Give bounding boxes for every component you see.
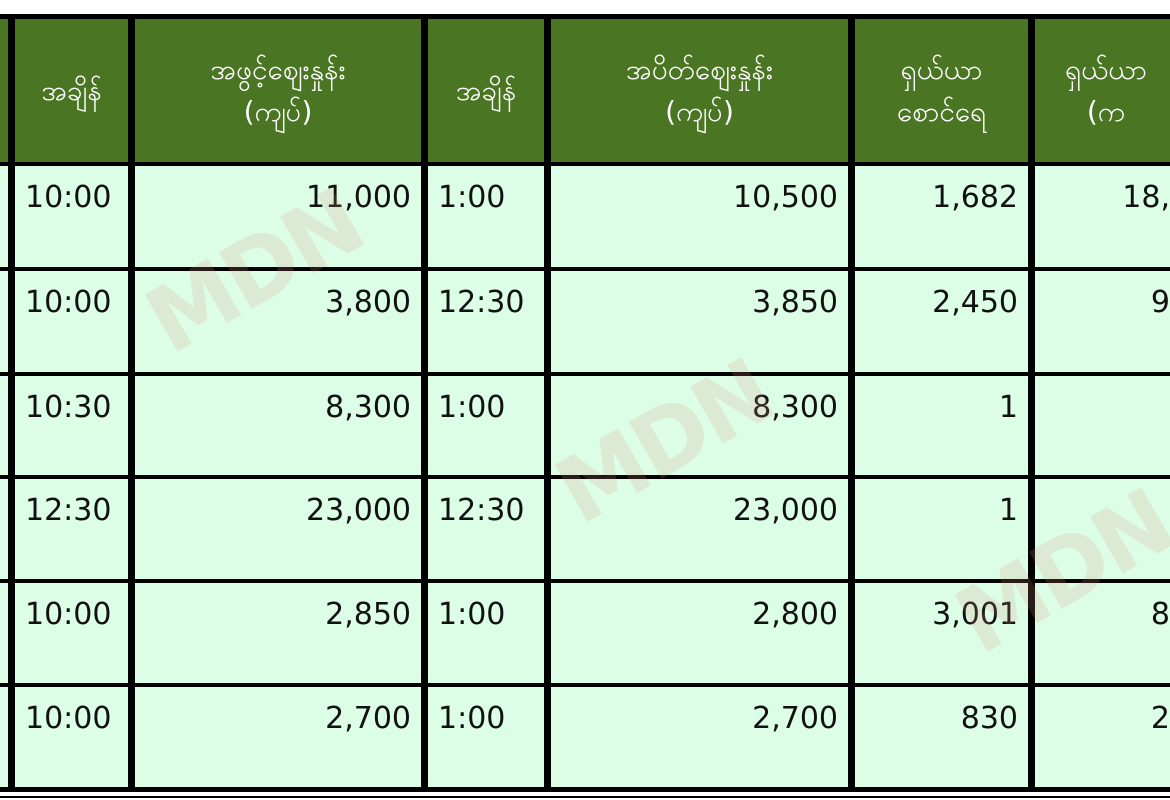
cell-value	[1035, 479, 1170, 579]
cell-time-close: 12:30	[428, 479, 544, 579]
cell-open-price: 2,700	[135, 687, 421, 787]
bottom-border-line	[0, 796, 1170, 798]
cell-open-price: 8,300	[135, 376, 421, 475]
cell-time-open: 10:30	[15, 376, 128, 475]
cell-shares: 1	[855, 479, 1028, 579]
cell-open-price: 2,850	[135, 583, 421, 683]
header-value: ရှယ်ယာ (က	[1035, 19, 1170, 162]
header-time-close: အချိန်	[428, 19, 544, 162]
cell-shares: 1	[855, 376, 1028, 475]
cell-value: 18,	[1035, 166, 1170, 267]
cell-partial	[0, 687, 8, 787]
cell-partial	[0, 479, 8, 579]
header-cell-partial	[0, 19, 8, 162]
cell-close-price: 10,500	[551, 166, 848, 267]
cell-open-price: 23,000	[135, 479, 421, 579]
cell-time-close: 1:00	[428, 583, 544, 683]
cell-value	[1035, 376, 1170, 475]
cell-time-open: 10:00	[15, 166, 128, 267]
cell-time-close: 1:00	[428, 166, 544, 267]
cell-time-open: 10:00	[15, 583, 128, 683]
cell-value: 9	[1035, 271, 1170, 372]
cell-time-open: 12:30	[15, 479, 128, 579]
cell-time-close: 1:00	[428, 687, 544, 787]
cell-time-open: 10:00	[15, 271, 128, 372]
cell-close-price: 23,000	[551, 479, 848, 579]
cell-shares: 3,001	[855, 583, 1028, 683]
header-shares: ရှယ်ယာ စောင်ရေ	[855, 19, 1028, 162]
cell-partial	[0, 166, 8, 267]
cell-value: 8	[1035, 583, 1170, 683]
stock-price-table: အချိန် အဖွင့်ဈေးနှုန်း (ကျပ်) အချိန် အပိ…	[0, 14, 1170, 792]
cell-shares: 2,450	[855, 271, 1028, 372]
header-open-price: အဖွင့်ဈေးနှုန်း (ကျပ်)	[135, 19, 421, 162]
cell-close-price: 8,300	[551, 376, 848, 475]
cell-value: 2	[1035, 687, 1170, 787]
cell-close-price: 2,800	[551, 583, 848, 683]
cell-close-price: 3,850	[551, 271, 848, 372]
cell-shares: 1,682	[855, 166, 1028, 267]
cell-open-price: 11,000	[135, 166, 421, 267]
header-close-price: အပိတ်ဈေးနှုန်း (ကျပ်)	[551, 19, 848, 162]
cell-shares: 830	[855, 687, 1028, 787]
cell-time-close: 12:30	[428, 271, 544, 372]
cell-open-price: 3,800	[135, 271, 421, 372]
cell-partial	[0, 376, 8, 475]
cell-partial	[0, 271, 8, 372]
cell-partial	[0, 583, 8, 683]
cell-time-open: 10:00	[15, 687, 128, 787]
header-time-open: အချိန်	[15, 19, 128, 162]
cell-close-price: 2,700	[551, 687, 848, 787]
cell-time-close: 1:00	[428, 376, 544, 475]
